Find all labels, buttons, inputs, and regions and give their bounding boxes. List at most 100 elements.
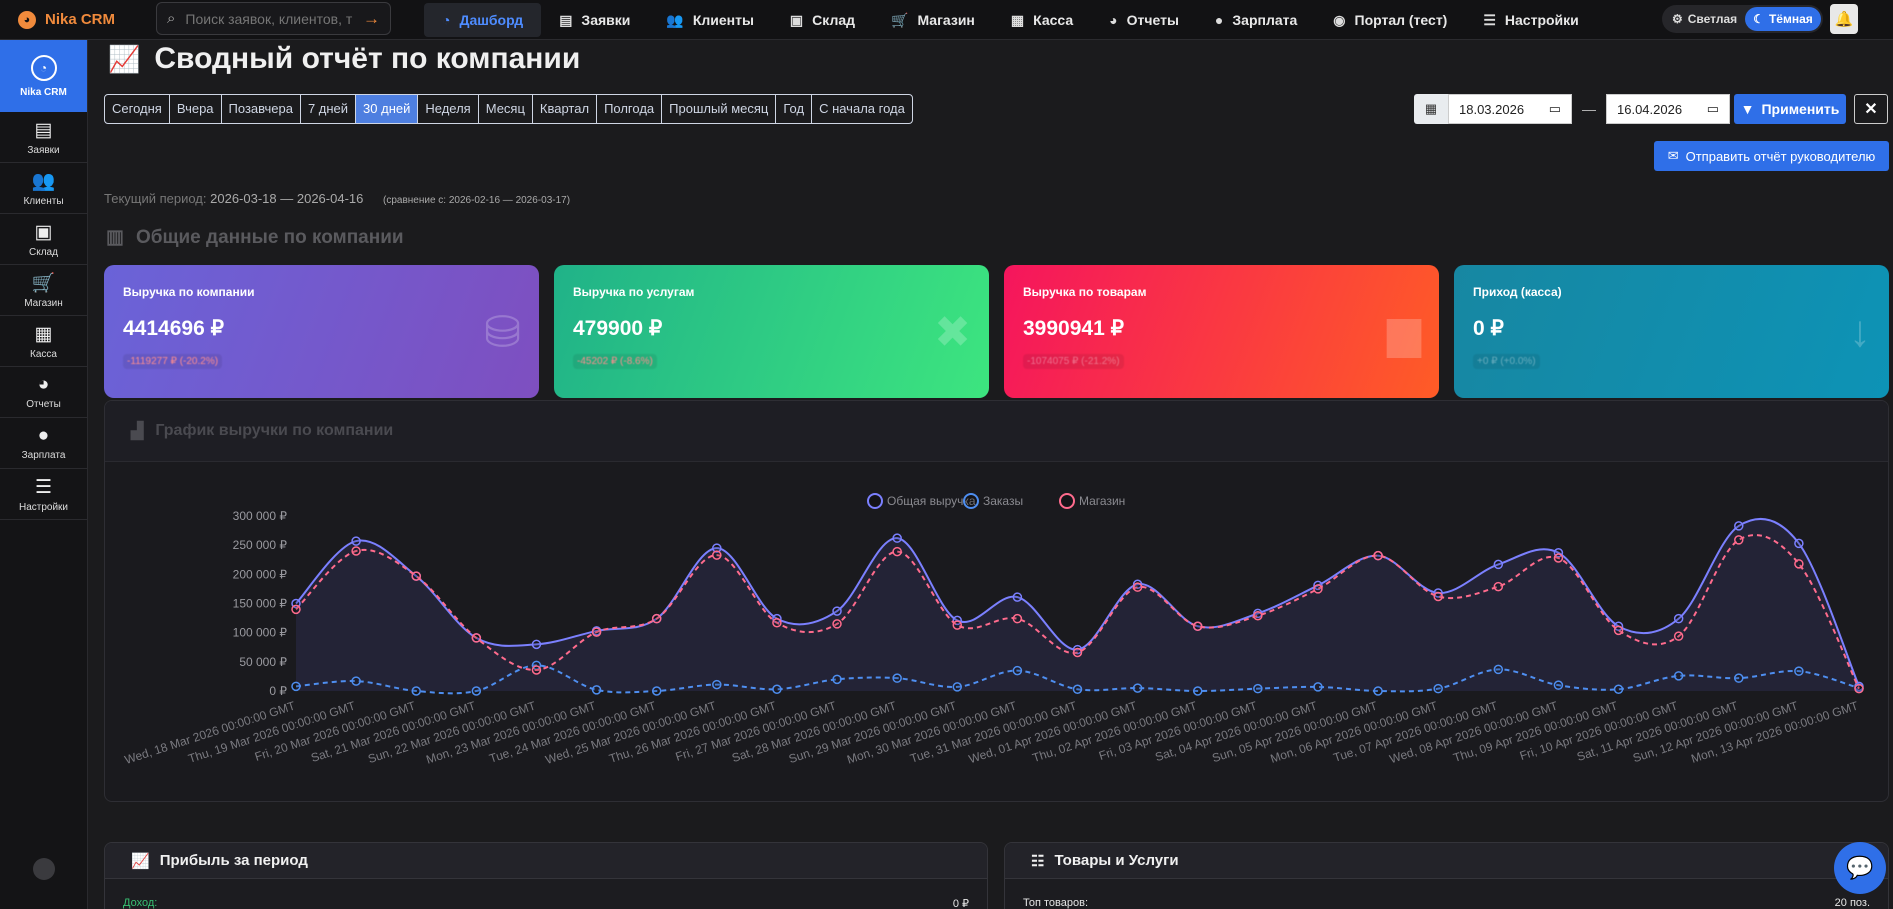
nav-item-salary[interactable]: ● Зарплата [1214, 12, 1298, 28]
section-title: ▥ Общие данные по компании [106, 226, 404, 249]
data-point [1012, 665, 1023, 676]
cash-register-icon: ▦ [1010, 11, 1025, 28]
data-point [712, 550, 722, 560]
user-icon: ● [37, 425, 50, 446]
sidebar-item-shop[interactable]: 🛒 Магазин [0, 265, 87, 316]
file-icon: ▤ [34, 119, 53, 141]
nav-item-warehouse[interactable]: ▣ Склад [789, 11, 856, 29]
range-yesterday[interactable]: Вчера [170, 95, 222, 123]
revenue-chart: 300 000 ₽ 250 000 ₽ 200 000 ₽ 150 000 ₽ 100 … [123, 493, 1864, 767]
range-last-month[interactable]: Прошлый месяц [662, 95, 777, 123]
data-point [1072, 647, 1083, 658]
range-today[interactable]: Сегодня [105, 95, 170, 123]
arrow-down-icon: ↓ [1849, 307, 1871, 356]
range-button-group: Сегодня Вчера Позавчера 7 дней 30 дней Н… [104, 94, 913, 124]
data-point [591, 627, 602, 637]
data-point [1553, 680, 1564, 690]
brand[interactable]: ◕ Nika CRM [0, 10, 150, 29]
range-half-year[interactable]: Полгода [597, 95, 663, 123]
boxes-icon: ▣ [34, 221, 53, 243]
range-day-before-yesterday[interactable]: Позавчера [222, 95, 301, 123]
list-icon: ☷ [1031, 852, 1045, 870]
calendar-icon: ▦ [1414, 94, 1448, 124]
sliders-icon: ☰ [1483, 11, 1496, 28]
pie-chart-icon: ◕ [1109, 12, 1118, 28]
data-point [1132, 579, 1143, 589]
range-year-to-date[interactable]: С начала года [819, 101, 905, 116]
sidebar-item-cashbox[interactable]: ▦ Касса [0, 316, 87, 367]
data-point [411, 571, 421, 581]
period-info: Текущий период: 2026-03-18 — 2026-04-16 … [104, 191, 571, 206]
data-point [1373, 686, 1383, 696]
nav-item-portal[interactable]: ◉ Портал (тест) [1333, 11, 1448, 29]
search-submit-arrow-icon[interactable]: → [363, 8, 380, 28]
nav-item-reports[interactable]: ◕ Отчеты [1109, 12, 1179, 28]
data-point [1192, 621, 1203, 631]
data-point [892, 533, 902, 543]
delta-badge: -45202 ₽ (-8.6%) [573, 354, 657, 369]
data-point [1734, 673, 1744, 683]
nav-item-clients[interactable]: 👥 Клиенты [666, 11, 754, 29]
data-point [712, 543, 722, 553]
data-point [1253, 683, 1263, 694]
stat-card-goods-revenue: Выручка по товарам 3990941 ₽ -1074075 ₽ … [1004, 265, 1439, 398]
date-from-input[interactable]: 18.03.2026 ▭ [1448, 94, 1572, 124]
goods-services-panel-header: ☷ Товары и Услуги [1005, 843, 1888, 879]
reset-filter-button[interactable]: ✕ [1854, 94, 1888, 124]
nav-item-requests[interactable]: ▤ Заявки [559, 11, 631, 29]
goods-services-panel: ☷ Товары и Услуги Топ товаров: 20 поз. [1004, 842, 1889, 909]
search-input[interactable] [185, 10, 357, 27]
send-report-button[interactable]: ✉ Отправить отчёт руководителю [1654, 141, 1889, 171]
data-point [1373, 550, 1383, 561]
theme-light-option[interactable]: ⚙ Светлая [1672, 12, 1738, 26]
range-quarter[interactable]: Квартал [533, 95, 598, 123]
nav-item-settings[interactable]: ☰ Настройки [1483, 11, 1579, 29]
range-30-days[interactable]: 30 дней [356, 95, 419, 123]
brand-logo-icon: ◕ [18, 10, 36, 29]
calendar-picker-icon[interactable]: ▭ [1548, 101, 1561, 116]
sidebar-item-settings[interactable]: ☰ Настройки [0, 469, 87, 520]
sidebar-item-salary[interactable]: ● Зарплата [0, 418, 87, 469]
date-to-input[interactable]: 16.04.2026 ▭ [1606, 94, 1730, 124]
sidebar-brand[interactable]: ◔ Nika CRM [0, 40, 87, 112]
envelope-icon: ✉ [1667, 148, 1679, 163]
y-tick-label: 0 ₽ [269, 684, 287, 698]
pie-chart-icon: ◕ [37, 374, 50, 395]
range-7-days[interactable]: 7 дней [301, 95, 357, 123]
sidebar-item-clients[interactable]: 👥 Клиенты [0, 163, 87, 214]
data-point [832, 606, 842, 616]
sidebar-item-warehouse[interactable]: ▣ Склад [0, 214, 87, 265]
data-point [351, 676, 361, 686]
nav-item-dashboard[interactable]: ◔ Дашборд [424, 3, 542, 37]
data-point [351, 536, 361, 546]
data-point [1613, 625, 1624, 636]
data-point [1072, 684, 1083, 694]
range-month[interactable]: Месяц [479, 95, 533, 123]
data-point [1192, 686, 1203, 696]
legend-entry: Общая выручка [887, 494, 976, 508]
calendar-picker-icon[interactable]: ▭ [1706, 101, 1719, 116]
theme-dark-option[interactable]: ☾ Тёмная [1745, 7, 1821, 31]
range-year[interactable]: Год [776, 95, 813, 123]
apply-button[interactable]: ▼ Применить [1734, 94, 1846, 124]
sidebar-item-requests[interactable]: ▤ Заявки [0, 112, 87, 163]
nav-item-shop[interactable]: 🛒 Магазин [891, 11, 975, 29]
data-point [772, 684, 782, 694]
avatar[interactable] [33, 858, 55, 880]
sidebar-item-reports[interactable]: ◕ Отчеты [0, 367, 87, 418]
area-chart-icon: ▟ [131, 423, 144, 440]
series-line-1 [295, 664, 1860, 695]
box-icon: ▆ [1387, 308, 1421, 357]
nav-item-cashbox[interactable]: ▦ Касса [1010, 11, 1074, 29]
page-title: 📈 Сводный отчёт по компании [108, 42, 581, 75]
chat-button[interactable]: 💬 [1834, 842, 1886, 894]
file-icon: ▤ [559, 11, 573, 28]
legend-marker [1059, 493, 1075, 509]
data-point [591, 685, 602, 695]
y-tick-label: 200 000 ₽ [233, 567, 288, 581]
profit-panel: 📈 Прибыль за период Доход: 0 ₽ [104, 842, 988, 909]
data-point [1433, 683, 1443, 694]
notifications-bell-icon[interactable]: 🔔 [1830, 4, 1858, 34]
user-icon: ● [1214, 12, 1224, 28]
range-week[interactable]: Неделя [418, 95, 479, 123]
